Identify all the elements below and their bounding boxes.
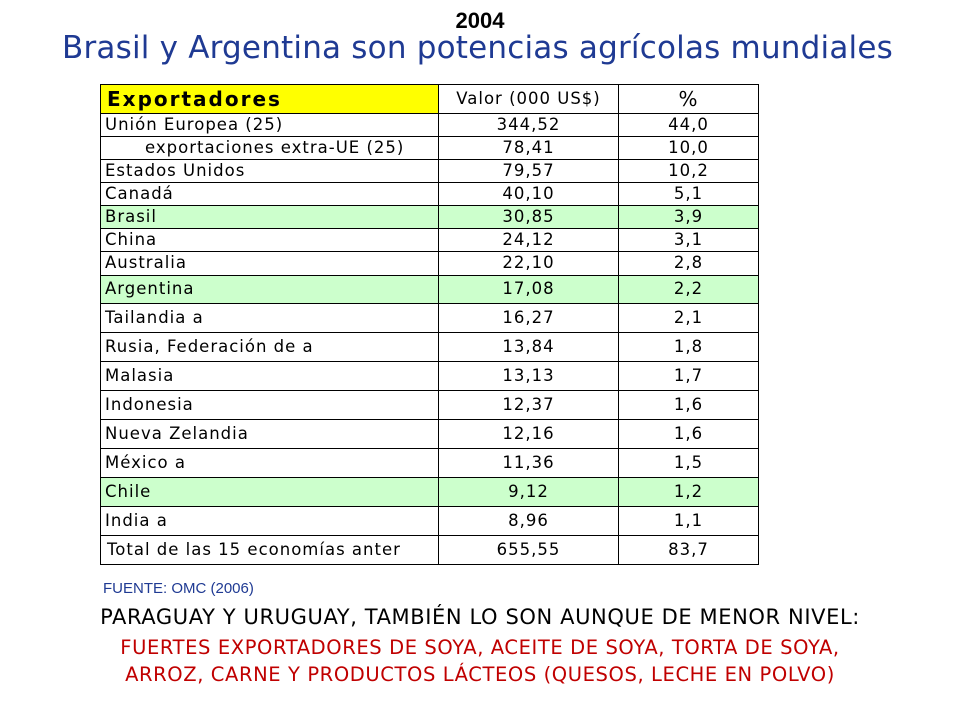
table-row: Tailandia a 16,27 2,1 [100, 303, 759, 333]
footer-line-1: PARAGUAY Y URUGUAY, TAMBIÉN LO SON AUNQU… [100, 605, 860, 629]
table-row: Argentina 17,08 2,2 [100, 275, 759, 304]
row-percent: 1,2 [618, 477, 759, 507]
row-value: 24,12 [438, 228, 619, 252]
header-exportadores: Exportadores [100, 84, 439, 114]
row-percent: 1,6 [618, 419, 759, 449]
row-exporter-name: Canadá [100, 182, 439, 206]
row-value: 11,36 [438, 448, 619, 478]
table-row: México a 11,36 1,5 [100, 448, 759, 478]
table-row: Brasil 30,85 3,9 [100, 205, 759, 229]
row-exporter-name: Total de las 15 economías anter [100, 535, 439, 565]
row-percent: 3,9 [618, 205, 759, 229]
row-percent: 10,0 [618, 136, 759, 160]
header-percent: % [618, 84, 759, 114]
table-row: Malasia 13,13 1,7 [100, 361, 759, 391]
row-percent: 1,8 [618, 332, 759, 362]
table-header-row: Exportadores Valor (000 US$) % [100, 84, 759, 114]
row-percent: 44,0 [618, 113, 759, 137]
exporters-table: Exportadores Valor (000 US$) % Unión Eur… [100, 84, 759, 565]
row-percent: 5,1 [618, 182, 759, 206]
page-title: Brasil y Argentina son potencias agrícol… [62, 30, 893, 66]
row-value: 344,52 [438, 113, 619, 137]
row-exporter-name: Australia [100, 251, 439, 276]
footer-line-3: ARROZ, CARNE Y PRODUCTOS LÁCTEOS (QUESOS… [125, 663, 835, 686]
table-row: Chile 9,12 1,2 [100, 477, 759, 507]
row-value: 9,12 [438, 477, 619, 507]
row-exporter-name: China [100, 228, 439, 252]
row-value: 655,55 [438, 535, 619, 565]
row-percent: 1,7 [618, 361, 759, 391]
row-percent: 3,1 [618, 228, 759, 252]
table-row: Unión Europea (25) 344,52 44,0 [100, 113, 759, 137]
table-row: Rusia, Federación de a 13,84 1,8 [100, 332, 759, 362]
row-exporter-name: Brasil [100, 205, 439, 229]
row-exporter-name: Malasia [100, 361, 439, 391]
row-percent: 2,8 [618, 251, 759, 276]
row-exporter-name: exportaciones extra-UE (25) [100, 136, 439, 160]
row-value: 13,13 [438, 361, 619, 391]
row-value: 8,96 [438, 506, 619, 536]
table-row: China 24,12 3,1 [100, 228, 759, 252]
row-exporter-name: India a [100, 506, 439, 536]
row-exporter-name: Indonesia [100, 390, 439, 420]
row-value: 40,10 [438, 182, 619, 206]
row-percent: 1,5 [618, 448, 759, 478]
table-row: Estados Unidos 79,57 10,2 [100, 159, 759, 183]
year-label: 2004 [455, 8, 505, 33]
row-percent: 10,2 [618, 159, 759, 183]
row-exporter-name: Nueva Zelandia [100, 419, 439, 449]
table-row: India a 8,96 1,1 [100, 506, 759, 536]
row-exporter-name: México a [100, 448, 439, 478]
row-exporter-name: Estados Unidos [100, 159, 439, 183]
row-exporter-name: Argentina [100, 275, 439, 304]
row-percent: 1,1 [618, 506, 759, 536]
source-note: FUENTE: OMC (2006) [103, 580, 254, 597]
row-value: 17,08 [438, 275, 619, 304]
table-row: Australia 22,10 2,8 [100, 251, 759, 276]
row-value: 16,27 [438, 303, 619, 333]
row-value: 78,41 [438, 136, 619, 160]
row-exporter-name: Tailandia a [100, 303, 439, 333]
row-percent: 2,1 [618, 303, 759, 333]
footer-line-2: FUERTES EXPORTADORES DE SOYA, ACEITE DE … [120, 636, 840, 659]
table-row: Nueva Zelandia 12,16 1,6 [100, 419, 759, 449]
row-value: 12,16 [438, 419, 619, 449]
row-exporter-name: Chile [100, 477, 439, 507]
row-value: 13,84 [438, 332, 619, 362]
row-value: 12,37 [438, 390, 619, 420]
table-row: Indonesia 12,37 1,6 [100, 390, 759, 420]
row-percent: 1,6 [618, 390, 759, 420]
row-exporter-name: Unión Europea (25) [100, 113, 439, 137]
row-percent: 83,7 [618, 535, 759, 565]
table-row: Total de las 15 economías anter 655,55 83,… [100, 535, 759, 565]
row-value: 79,57 [438, 159, 619, 183]
row-value: 22,10 [438, 251, 619, 276]
row-percent: 2,2 [618, 275, 759, 304]
row-value: 30,85 [438, 205, 619, 229]
table-row: exportaciones extra-UE (25) 78,41 10,0 [100, 136, 759, 160]
header-valor: Valor (000 US$) [438, 84, 619, 114]
table-row: Canadá 40,10 5,1 [100, 182, 759, 206]
row-exporter-name: Rusia, Federación de a [100, 332, 439, 362]
